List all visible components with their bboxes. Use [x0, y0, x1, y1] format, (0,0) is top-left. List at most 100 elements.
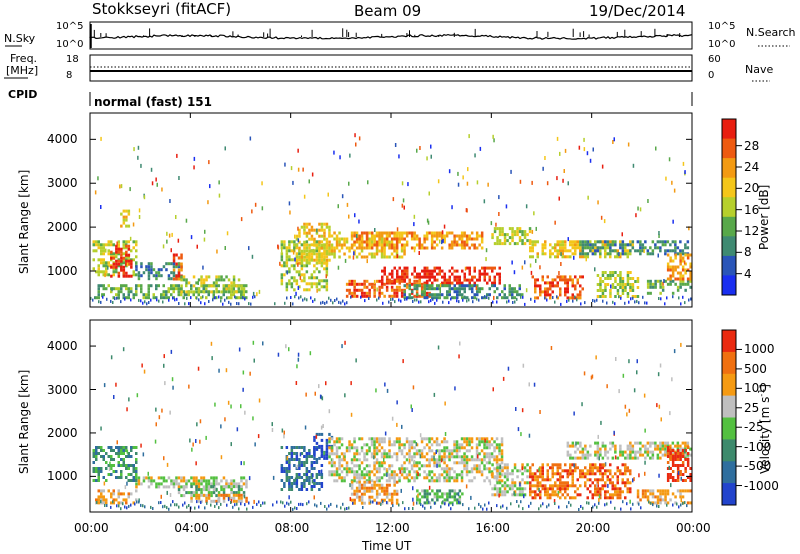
velocity-cell: [586, 450, 590, 454]
velocity-speck: [355, 358, 357, 363]
power-cell: [460, 234, 464, 238]
velocity-cell: [305, 476, 309, 479]
power-cell: [456, 293, 459, 297]
power-cell: [488, 275, 491, 279]
velocity-cell: [485, 440, 489, 444]
power-cell: [576, 281, 579, 285]
velocity-ground: [116, 504, 118, 508]
y-tick-label: 4000: [47, 132, 78, 147]
velocity-cell: [340, 479, 344, 483]
power-cell: [669, 265, 672, 269]
power-cell: [661, 288, 665, 292]
velocity-cell: [483, 467, 486, 471]
velocity-ground: [272, 503, 274, 507]
power-cell: [406, 272, 409, 276]
velocity-cell: [338, 464, 341, 468]
velocity-cell: [684, 467, 687, 470]
power-speck: [589, 158, 592, 163]
power-cell: [323, 252, 326, 256]
power-cell: [468, 246, 471, 250]
power-cell: [303, 255, 306, 259]
power-speck: [116, 241, 118, 246]
power-ground: [658, 297, 660, 300]
power-cell: [187, 281, 191, 285]
power-ground: [120, 300, 122, 304]
velocity-cell: [624, 450, 627, 454]
power-cell: [451, 281, 454, 285]
velocity-cell: [485, 443, 489, 447]
power-cell: [465, 240, 469, 244]
velocity-cell: [496, 493, 499, 497]
power-cell: [315, 285, 319, 289]
velocity-cell: [355, 489, 359, 493]
power-cell: [303, 225, 306, 229]
power-cell: [629, 286, 632, 289]
velocity-cell: [689, 489, 692, 493]
power-cell: [125, 244, 128, 248]
power-cell: [486, 293, 489, 297]
velocity-cell: [147, 485, 151, 489]
velocity-cell: [480, 470, 484, 474]
velocity-cell: [180, 494, 183, 498]
velocity-speck: [341, 344, 343, 349]
velocity-ground: [444, 502, 446, 506]
power-cell: [207, 290, 211, 294]
velocity-cell: [418, 467, 421, 471]
power-cell: [631, 243, 634, 247]
velocity-ground: [344, 507, 346, 511]
power-cell: [679, 253, 682, 257]
power-cell: [315, 261, 319, 265]
velocity-ground: [370, 500, 372, 504]
power-cell: [671, 274, 675, 278]
power-cell: [112, 262, 116, 266]
velocity-cell: [333, 473, 336, 477]
power-cell: [170, 284, 173, 288]
velocity-cell: [338, 440, 341, 444]
velocity-cell: [413, 455, 416, 459]
power-cell: [370, 246, 374, 250]
power-cell: [611, 271, 615, 274]
power-speck: [202, 265, 204, 270]
velocity-speck: [410, 404, 412, 409]
velocity-cell: [616, 469, 619, 473]
power-cell: [348, 255, 351, 259]
power-speck: [560, 252, 562, 257]
velocity-cell: [671, 461, 675, 464]
velocity-cell: [579, 469, 582, 473]
velocity-ground: [314, 503, 316, 507]
velocity-cell: [393, 483, 396, 487]
velocity-cell: [182, 494, 186, 498]
nave-tick-bottom: 0: [708, 70, 715, 81]
velocity-cell: [614, 484, 617, 488]
power-cell: [589, 249, 592, 253]
velocity-speck: [296, 364, 298, 369]
velocity-cell: [438, 473, 441, 477]
power-cell: [536, 296, 539, 300]
velocity-cell: [413, 446, 416, 450]
velocity-ground: [500, 505, 502, 509]
velocity-cell: [333, 452, 336, 456]
power-ground: [150, 298, 152, 302]
velocity-cell: [433, 492, 437, 496]
power-cell: [140, 262, 143, 266]
power-cell: [320, 243, 324, 247]
power-cell: [629, 283, 632, 286]
velocity-cell: [378, 449, 381, 453]
velocity-cell: [428, 458, 431, 462]
velocity-cell: [117, 455, 120, 458]
velocity-cell: [604, 447, 607, 451]
velocity-cell: [368, 449, 371, 453]
velocity-cell: [333, 479, 336, 483]
velocity-cell: [634, 456, 637, 460]
velocity-ground: [218, 506, 220, 510]
power-cell: [147, 265, 151, 269]
velocity-cell: [195, 485, 198, 489]
power-cell: [157, 271, 161, 275]
power-cell: [564, 290, 567, 294]
power-speck: [104, 273, 106, 278]
power-cell: [436, 287, 439, 291]
velocity-cell: [355, 449, 359, 453]
power-cell: [561, 249, 564, 253]
velocity-cell: [115, 470, 118, 473]
power-cell: [293, 288, 296, 292]
